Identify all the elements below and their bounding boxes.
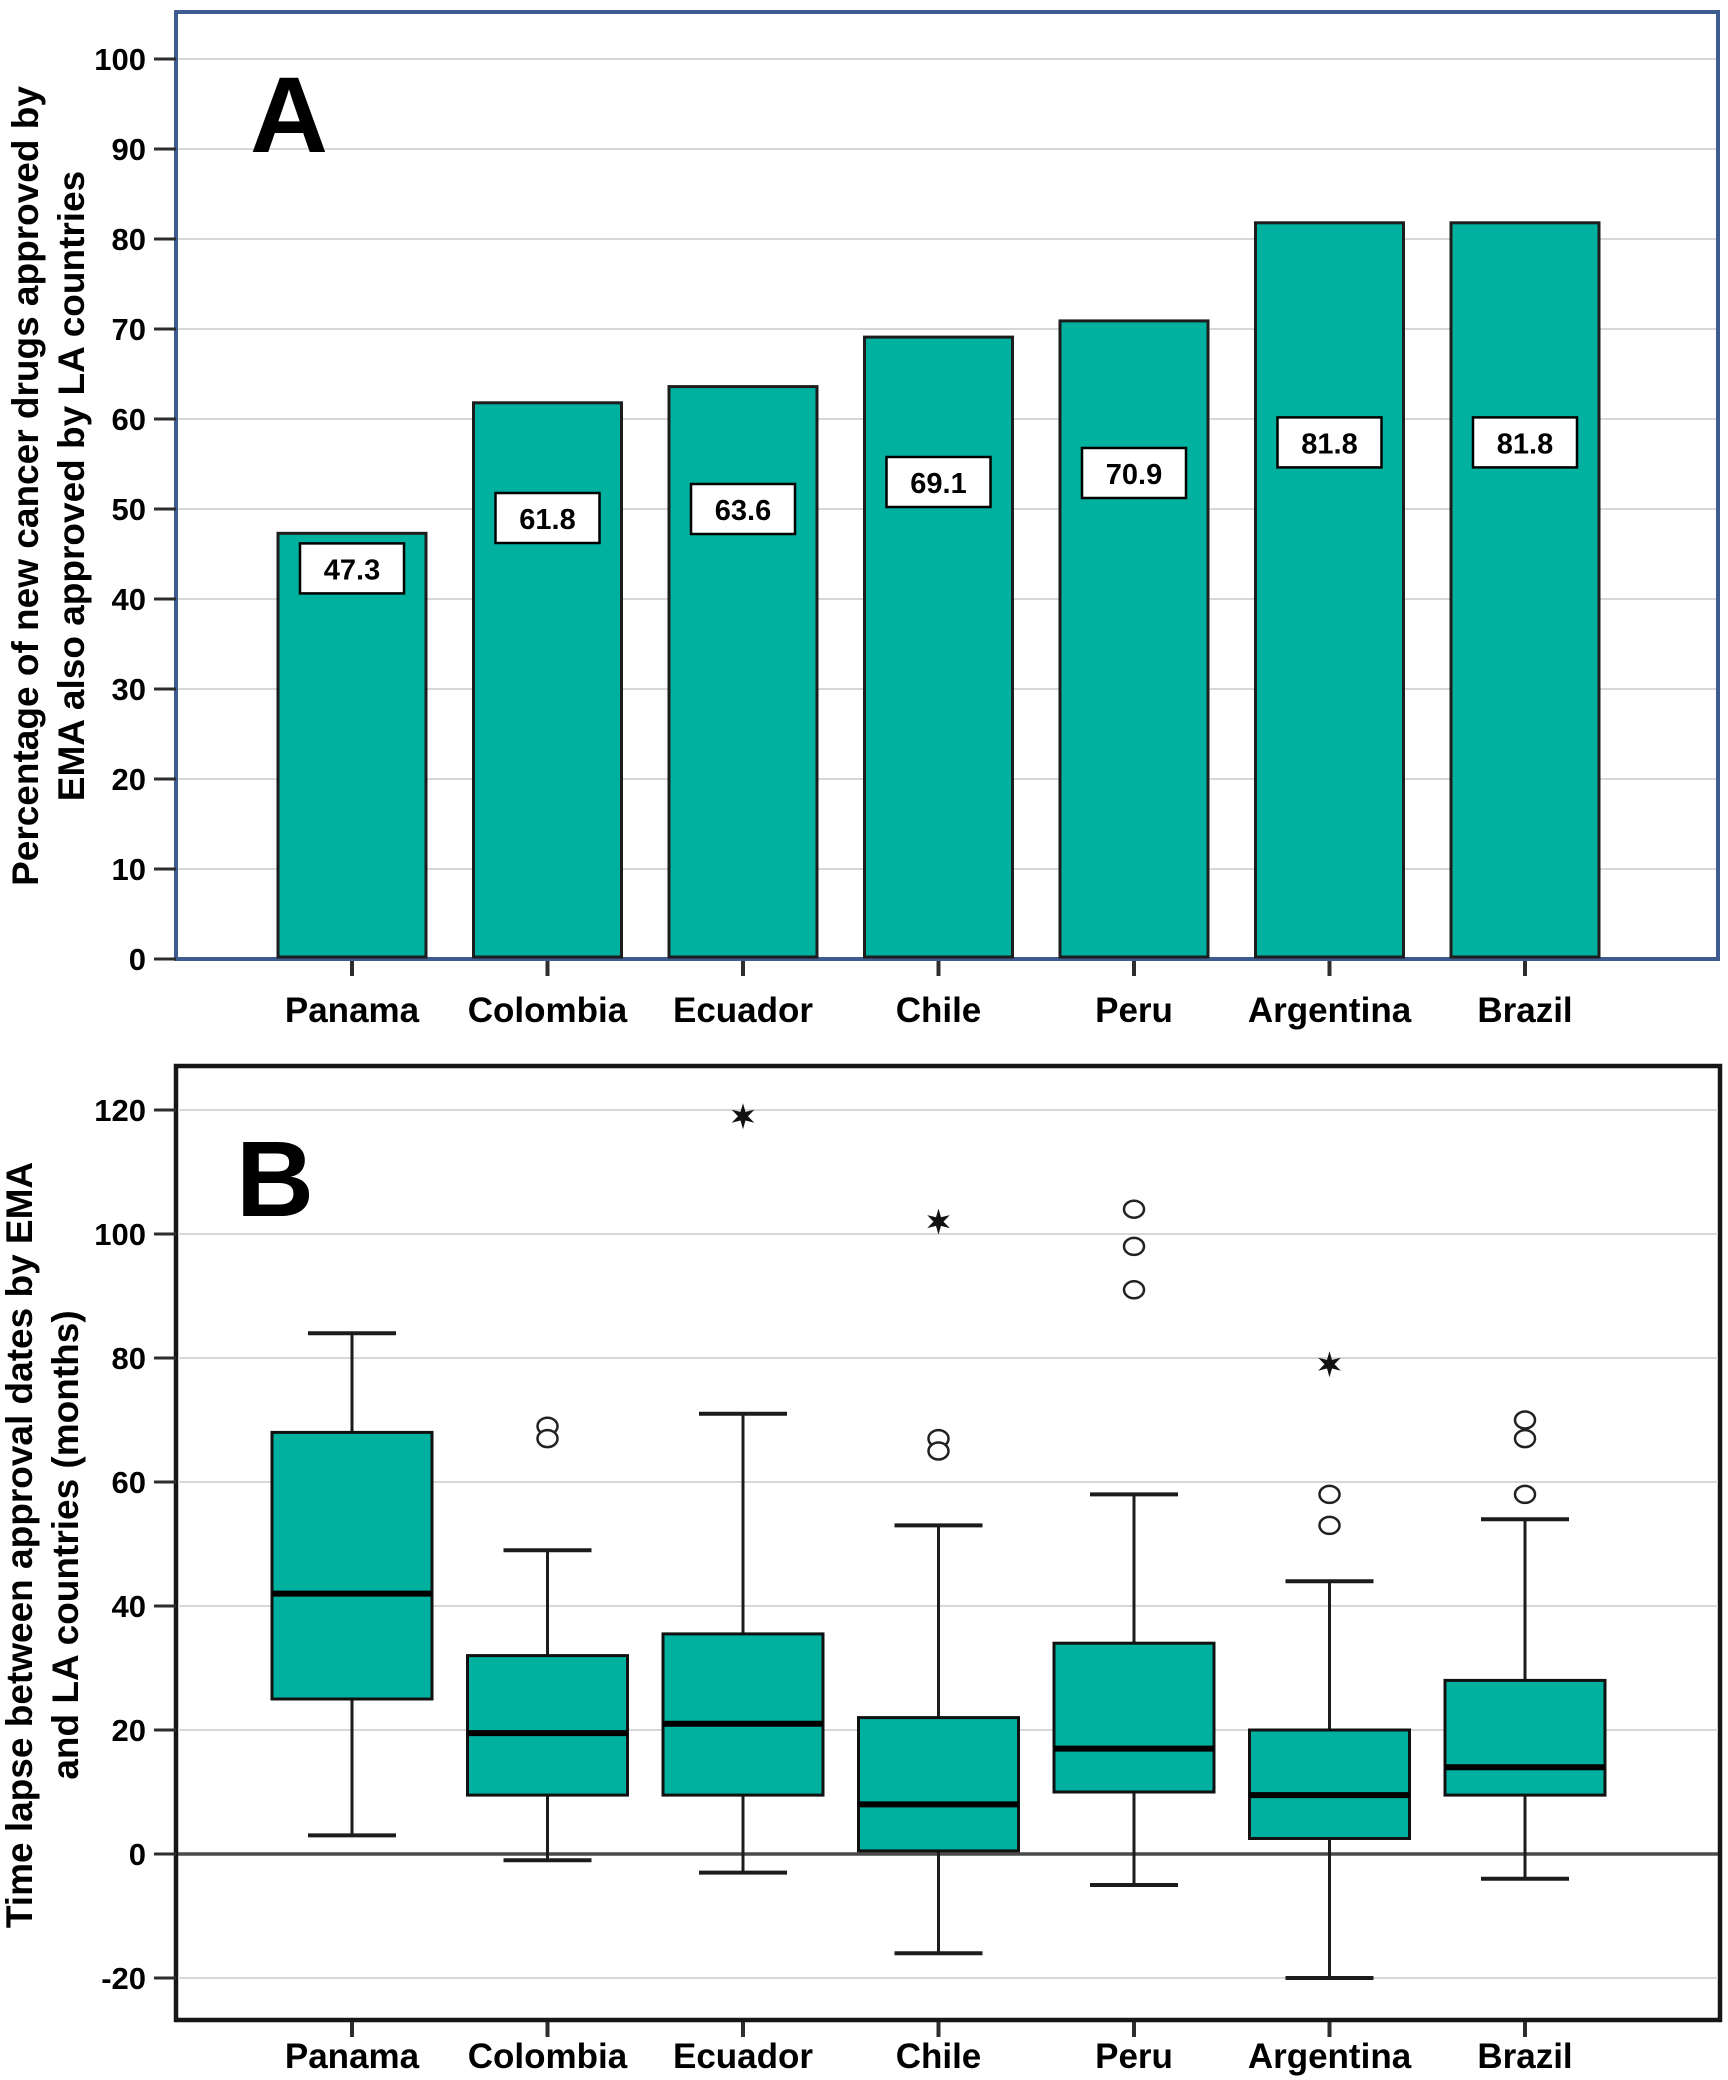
- bar-value-label: 81.8: [1497, 428, 1553, 460]
- y-axis-tick-label: 90: [112, 132, 146, 167]
- box-brazil: [1443, 1678, 1607, 1797]
- y-axis-tick-label: 40: [112, 582, 146, 617]
- outlier-circle-brazil: [1513, 1410, 1537, 1430]
- box-ecuador: [661, 1632, 825, 1797]
- box-panama: [270, 1430, 434, 1701]
- y-axis-tick-label: 100: [94, 1217, 146, 1252]
- y-axis-tick-label: 60: [112, 1465, 146, 1500]
- outlier-star-argentina: [1318, 1351, 1341, 1378]
- x-axis-label-argentina: Argentina: [1248, 991, 1412, 1030]
- box-chile: [857, 1716, 1020, 1853]
- bar-value-label: 70.9: [1106, 459, 1162, 491]
- bar-chile: [863, 335, 1014, 959]
- outlier-circle-brazil: [1513, 1484, 1537, 1505]
- y-axis-tick-label: 30: [112, 672, 146, 707]
- panel-b-box-plot: -20 0 20 40 60 80 100 120 Panama Colombia Ecuador C…: [0, 1063, 1723, 2076]
- box-argentina: [1248, 1728, 1411, 1840]
- panel-a-ylabel-line2: EMA also approved by LA countries: [51, 171, 92, 801]
- y-axis-tick-label: -20: [101, 1961, 146, 1996]
- panel-b-ylabel-line2: and LA countries (months): [45, 1310, 86, 1779]
- outlier-star-ecuador: [731, 1103, 755, 1130]
- x-axis-label-ecuador: Ecuador: [673, 991, 813, 1030]
- panel-b-frame: [173, 1063, 1723, 2023]
- bar-value-label-box: [1276, 416, 1383, 469]
- bar-value-label-box: [885, 455, 992, 509]
- x-axis-label-colombia: Colombia: [468, 991, 628, 1030]
- x-axis-label-argentina: Argentina: [1248, 2037, 1412, 2076]
- outlier-circle-peru: [1122, 1199, 1146, 1219]
- y-axis-tick-label: 60: [112, 402, 146, 437]
- y-axis-tick-label: 100: [94, 42, 146, 77]
- bar-colombia: [472, 401, 623, 959]
- x-axis-label-panama: Panama: [285, 2037, 420, 2076]
- x-axis-label-peru: Peru: [1095, 2037, 1173, 2076]
- x-axis-label-chile: Chile: [896, 2037, 982, 2076]
- box-colombia: [466, 1654, 629, 1797]
- bar-value-label: 63.6: [715, 495, 771, 527]
- bar-argentina: [1254, 221, 1405, 959]
- bar-value-label-box: [298, 542, 406, 595]
- x-axis-label-ecuador: Ecuador: [673, 2037, 813, 2076]
- y-axis-tick-label: 20: [112, 762, 146, 797]
- y-axis-tick-label: 0: [129, 1837, 146, 1872]
- bar-panama: [276, 531, 428, 959]
- bar-value-label: 69.1: [910, 468, 966, 500]
- panel-a-letter: A: [250, 54, 328, 175]
- panel-a-bar-chart: 0 10 20 30 40 50 60 70 80 90 100 47.3 Panama 61.8 Colo…: [5, 10, 1720, 1030]
- outlier-circle-chile: [927, 1441, 950, 1461]
- outlier-circle-brazil: [1513, 1428, 1537, 1449]
- x-axis-label-colombia: Colombia: [468, 2037, 628, 2076]
- y-axis-tick-label: 20: [112, 1713, 146, 1748]
- bar-brazil: [1449, 221, 1601, 959]
- y-axis-tick-label: 70: [112, 312, 146, 347]
- y-axis-tick-label: 120: [94, 1093, 146, 1128]
- panel-b-letter: B: [236, 1118, 314, 1239]
- bar-value-label-box: [1471, 416, 1579, 469]
- panel-b-ylabel-line1: Time lapse between approval dates by EMA: [0, 1162, 40, 1928]
- x-axis-label-peru: Peru: [1095, 991, 1173, 1030]
- y-axis-tick-label: 40: [112, 1589, 146, 1624]
- x-axis-label-brazil: Brazil: [1477, 991, 1572, 1030]
- bar-value-label: 81.8: [1301, 428, 1357, 460]
- y-axis-tick-label: 0: [129, 942, 146, 977]
- x-axis-label-brazil: Brazil: [1477, 2037, 1572, 2076]
- bar-value-label-box: [1080, 446, 1188, 500]
- panel-a-frame: [174, 10, 1720, 961]
- bar-value-label-box: [494, 491, 601, 545]
- outlier-star-chile: [927, 1208, 950, 1235]
- y-axis-tick-label: 80: [112, 1341, 146, 1376]
- y-axis-tick-label: 80: [112, 222, 146, 257]
- outlier-circle-colombia: [536, 1428, 559, 1449]
- outlier-circle-peru: [1122, 1280, 1146, 1300]
- bar-peru: [1058, 319, 1210, 959]
- box-peru: [1052, 1641, 1216, 1794]
- panel-a-ylabel-line1: Percentage of new cancer drugs approved …: [5, 86, 46, 886]
- x-axis-label-panama: Panama: [285, 991, 420, 1030]
- outlier-circle-peru: [1122, 1236, 1146, 1257]
- bar-value-label: 61.8: [519, 504, 575, 536]
- y-axis-tick-label: 50: [112, 492, 146, 527]
- outlier-circle-argentina: [1318, 1484, 1341, 1505]
- x-axis-label-chile: Chile: [896, 991, 982, 1030]
- bar-ecuador: [667, 385, 819, 959]
- bar-value-label: 47.3: [324, 554, 380, 586]
- y-axis-tick-label: 10: [112, 852, 146, 887]
- outlier-circle-argentina: [1318, 1515, 1341, 1536]
- bar-value-label-box: [689, 482, 797, 536]
